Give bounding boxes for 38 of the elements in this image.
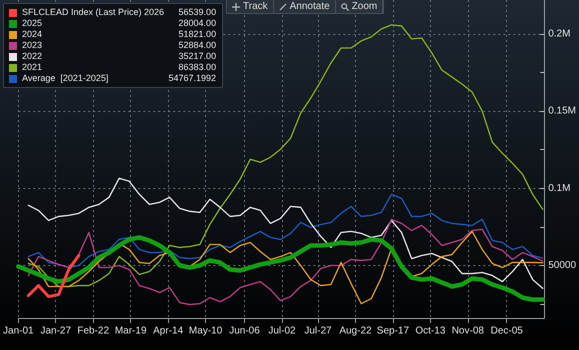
legend-label: SFLCLEAD Index (Last Price) 2026 bbox=[22, 7, 166, 18]
y-tick-label: 0.15M bbox=[548, 106, 576, 117]
annotation: 54767.1992 bbox=[168, 73, 216, 84]
annotation: 52884.00 bbox=[178, 40, 216, 51]
x-tick-label: Jan-27 bbox=[40, 326, 72, 336]
x-tick-label: Sep-17 bbox=[376, 326, 410, 336]
y-tick-label: 0.2M bbox=[548, 28, 570, 40]
x-tick-label: Jun-06 bbox=[229, 326, 260, 336]
annotation: 56539.00 bbox=[178, 7, 216, 18]
line-series bbox=[26, 254, 80, 298]
x-tick-label: Feb-22 bbox=[77, 326, 110, 336]
annotation: 35217.00 bbox=[178, 51, 216, 62]
annotation: 28004.00 bbox=[178, 18, 216, 29]
annotation: 86383.00 bbox=[178, 62, 216, 73]
x-tick-label: Dec-05 bbox=[490, 326, 524, 336]
x-tick-label: Jul-02 bbox=[268, 326, 296, 336]
annotation: Track bbox=[243, 1, 268, 12]
annotation: 51821.00 bbox=[178, 29, 216, 40]
y-tick-label: 0.1M bbox=[548, 182, 570, 194]
line-series bbox=[28, 194, 544, 268]
legend-label: 2023 bbox=[22, 40, 44, 51]
legend-label: 2021 bbox=[22, 62, 44, 73]
x-tick-label: May-10 bbox=[188, 326, 223, 336]
x-tick-label: Oct-13 bbox=[415, 326, 446, 336]
legend-label: 2022 bbox=[22, 51, 44, 62]
x-tick-label: Mar-19 bbox=[114, 326, 147, 336]
x-tick-label: Jul-27 bbox=[304, 326, 332, 336]
annotation: Zoom bbox=[352, 1, 378, 12]
legend-label: Average [2021-2025] bbox=[22, 73, 110, 84]
y-tick-label: 50000 bbox=[548, 260, 576, 272]
annotation: Annotate bbox=[290, 1, 330, 12]
x-tick-label: Aug-22 bbox=[339, 326, 372, 336]
legend-label: 2025 bbox=[22, 18, 44, 29]
x-tick-label: Jan-01 bbox=[3, 326, 34, 336]
x-tick-label: Nov-08 bbox=[452, 326, 484, 336]
line-series bbox=[28, 178, 544, 290]
x-tick-label: Apr-14 bbox=[153, 326, 184, 336]
legend-label: 2024 bbox=[22, 29, 44, 40]
